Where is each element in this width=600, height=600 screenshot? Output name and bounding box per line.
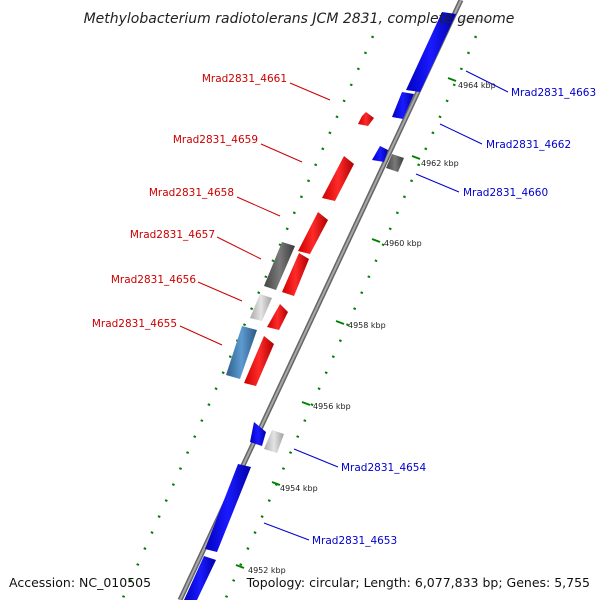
- page-title: Methylobacterium radiotolerans JCM 2831,…: [84, 11, 515, 27]
- gene-arrow: [226, 326, 257, 379]
- gene-label: Mrad2831_4657: [130, 229, 215, 241]
- kbp-label: 4960 kbp: [384, 239, 422, 248]
- genome-summary-text: Topology: circular; Length: 6,077,833 bp…: [246, 575, 590, 590]
- gene-arrow: [244, 336, 274, 386]
- kbp-tick: [335, 320, 345, 325]
- kbp-tick: [271, 481, 281, 486]
- gene-arrow: [386, 154, 404, 172]
- gene-arrow: [358, 112, 374, 126]
- gene-label: Mrad2831_4662: [486, 139, 571, 151]
- gene-arrow: [392, 92, 414, 119]
- gene-label: Mrad2831_4663: [511, 87, 596, 99]
- kbp-label: 4952 kbp: [248, 566, 286, 575]
- kbp-tick: [301, 401, 311, 406]
- kbp-tick: [371, 238, 381, 243]
- kbp-label: 4962 kbp: [421, 159, 459, 168]
- gene-arrow: [250, 422, 266, 446]
- gene-arrow: [267, 304, 288, 330]
- kbp-label: 4964 kbp: [458, 81, 496, 90]
- reverse-gene-labels: Mrad2831_4663 Mrad2831_4662 Mrad2831_466…: [263, 70, 596, 547]
- gene-arrow: [282, 253, 309, 296]
- kbp-label: 4958 kbp: [348, 321, 386, 330]
- kbp-label: 4956 kbp: [313, 402, 351, 411]
- gene-arrow: [406, 12, 456, 92]
- gene-label: Mrad2831_4653: [312, 535, 397, 547]
- gene-label: Mrad2831_4661: [202, 73, 287, 85]
- kbp-label: 4954 kbp: [280, 484, 318, 493]
- gene-label: Mrad2831_4655: [92, 318, 177, 330]
- gene-label: Mrad2831_4656: [111, 274, 196, 286]
- gene-arrow: [298, 212, 328, 254]
- gene-label: Mrad2831_4660: [463, 187, 548, 199]
- kbp-tick: [411, 155, 421, 160]
- gene-arrow: [184, 556, 216, 600]
- kbp-tick: [447, 77, 457, 82]
- gene-arrow: [372, 146, 388, 162]
- accession-text: Accession: NC_010505: [9, 575, 151, 590]
- forward-gene-labels: Mrad2831_4661 Mrad2831_4659 Mrad2831_465…: [92, 73, 331, 346]
- gene-arrow: [250, 294, 272, 321]
- gene-arrow: [205, 464, 251, 552]
- gene-features: [184, 12, 456, 600]
- kbp-tick: [235, 564, 245, 569]
- gene-arrow: [264, 242, 295, 290]
- gene-label: Mrad2831_4654: [341, 462, 426, 474]
- kbp-scale: 4952 kbp 4954 kbp 4956 kbp 4958 kbp 4960…: [235, 77, 496, 575]
- gene-label: Mrad2831_4658: [149, 187, 234, 199]
- gene-label: Mrad2831_4659: [173, 134, 258, 146]
- gene-arrow: [264, 430, 284, 453]
- gene-arrow: [322, 156, 354, 201]
